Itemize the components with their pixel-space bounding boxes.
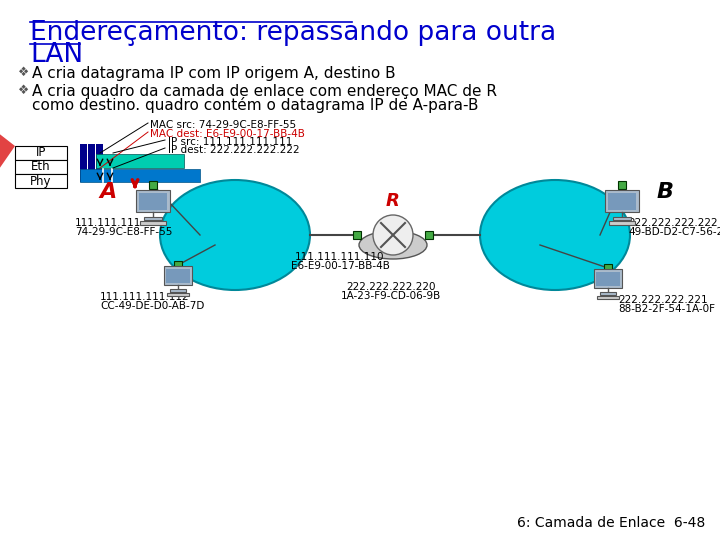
Bar [15, 146, 67, 160]
Bar [425, 231, 433, 239]
Text: ❖: ❖ [18, 66, 30, 79]
Bar [15, 174, 67, 188]
Bar [593, 269, 623, 288]
Text: 111.111.111.111: 111.111.111.111 [75, 218, 165, 228]
Bar [136, 190, 170, 212]
Text: A: A [99, 182, 117, 202]
Ellipse shape [480, 180, 630, 290]
Bar [139, 193, 167, 210]
Text: ❖: ❖ [18, 84, 30, 97]
Text: 49-BD-D2-C7-56-2A: 49-BD-D2-C7-56-2A [628, 227, 720, 237]
Text: 222.222.222.220: 222.222.222.220 [346, 282, 436, 292]
Text: 111.111.111.110: 111.111.111.110 [295, 252, 384, 262]
Text: IP src: 111.111.111.111: IP src: 111.111.111.111 [168, 137, 292, 147]
Bar [166, 269, 190, 284]
Ellipse shape [160, 180, 310, 290]
Bar [608, 193, 636, 210]
Bar [15, 160, 67, 174]
Bar [597, 296, 619, 299]
Text: IP dest: 222.222.222.222: IP dest: 222.222.222.222 [168, 145, 300, 155]
Text: R: R [386, 192, 400, 210]
Bar [96, 144, 103, 182]
Bar [167, 293, 189, 296]
Text: 222.222.222.221: 222.222.222.221 [618, 295, 708, 305]
Text: como destino. quadro contém o datagrama IP de A-para-B: como destino. quadro contém o datagrama … [32, 97, 479, 113]
Text: Phy: Phy [30, 174, 52, 187]
Bar [609, 221, 635, 225]
Text: MAC src: 74-29-9C-E8-FF-55: MAC src: 74-29-9C-E8-FF-55 [150, 120, 296, 130]
Text: MAC dest: E6-E9-00-17-BB-4B: MAC dest: E6-E9-00-17-BB-4B [150, 129, 305, 139]
Bar [174, 261, 182, 269]
Text: A cria datagrama IP com IP origem A, destino B: A cria datagrama IP com IP origem A, des… [32, 66, 395, 81]
Bar [144, 217, 162, 220]
Bar [96, 154, 184, 168]
Bar [600, 292, 616, 295]
Text: B: B [657, 182, 673, 202]
Text: 111.111.111.112: 111.111.111.112 [100, 292, 189, 302]
Text: 222.222.222.222: 222.222.222.222 [628, 218, 718, 228]
Ellipse shape [359, 231, 427, 259]
Bar [88, 144, 95, 182]
Bar [140, 221, 166, 225]
Bar [80, 144, 87, 182]
Circle shape [373, 215, 413, 255]
Text: 88-B2-2F-54-1A-0F: 88-B2-2F-54-1A-0F [618, 304, 715, 314]
Bar [353, 231, 361, 239]
Text: Endereçamento: repassando para outra: Endereçamento: repassando para outra [30, 20, 556, 46]
Bar [604, 264, 612, 272]
Bar [613, 217, 631, 220]
Text: 1A-23-F9-CD-06-9B: 1A-23-F9-CD-06-9B [341, 291, 441, 301]
Text: A cria quadro da camada de enlace com endereço MAC de R: A cria quadro da camada de enlace com en… [32, 84, 497, 99]
Text: LAN: LAN [30, 42, 83, 68]
Text: E6-E9-00-17-BB-4B: E6-E9-00-17-BB-4B [291, 261, 390, 271]
Text: IP: IP [36, 146, 46, 159]
Text: Eth: Eth [31, 160, 51, 173]
Text: 74-29-9C-E8-FF-55: 74-29-9C-E8-FF-55 [75, 227, 172, 237]
Text: 6: Camada de Enlace  6-48: 6: Camada de Enlace 6-48 [517, 516, 705, 530]
Bar [80, 169, 200, 182]
Text: CC-49-DE-D0-AB-7D: CC-49-DE-D0-AB-7D [100, 301, 204, 311]
Bar [605, 190, 639, 212]
Bar [149, 181, 157, 189]
Bar [171, 289, 186, 292]
Polygon shape [0, 125, 15, 185]
Bar [596, 272, 620, 286]
Bar [163, 266, 192, 285]
Bar [618, 181, 626, 189]
